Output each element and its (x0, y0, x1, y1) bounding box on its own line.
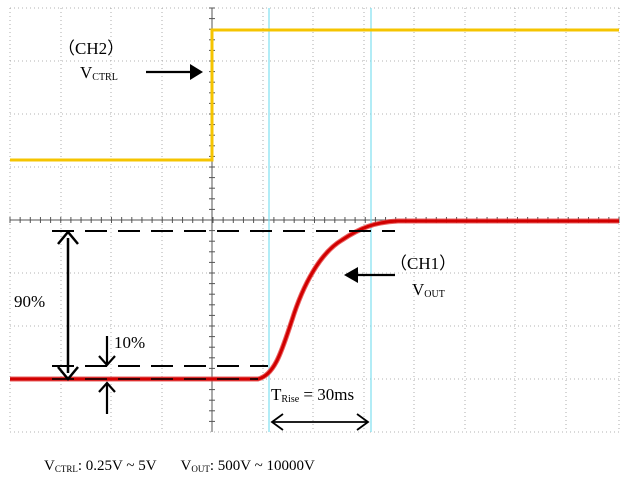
span-10-arrowhead-down (98, 355, 116, 367)
ch2-signal-label: VCTRL (80, 64, 118, 83)
range-footer: VCTRL: 0.25V ~ 5V VOUT: 500V ~ 10000V (44, 458, 315, 475)
footer-out-main: V (180, 458, 192, 474)
ch1-signal-main: V (412, 280, 425, 299)
span-90-arrowhead-bottom (57, 366, 79, 381)
ch1-signal-sub: OUT (424, 289, 445, 300)
footer-out-sub: OUT (191, 464, 210, 474)
footer-ctrl-main: V (44, 458, 55, 474)
rise-time-arrowhead-right (356, 413, 370, 431)
rise-time-sub: Rise (281, 394, 300, 405)
ch2-channel-label: （CH2） (58, 39, 125, 58)
ch2-signal-main: V (80, 63, 93, 82)
footer-out-range: : 500V ~ 10000V (209, 458, 315, 474)
vout-pointer-arrowhead (344, 267, 358, 283)
span-10-arrowhead-up (98, 381, 116, 393)
ch1-vout-trace-band (10, 218, 619, 382)
rise-time-main: T (271, 385, 282, 404)
rise-time-value: = 30ms (299, 385, 355, 404)
footer-ctrl-sub: CTRL (54, 464, 78, 474)
rise-time-label: TRise = 30ms (271, 386, 354, 405)
oscilloscope-display (9, 7, 620, 433)
ch1-signal-label: VOUT (412, 281, 445, 300)
level-10-label: 10% (114, 333, 146, 352)
span-90-arrowhead-top (57, 230, 79, 245)
level-90-label: 90% (14, 292, 46, 311)
vctrl-pointer-arrowhead (190, 64, 203, 80)
ch1-vout-trace (10, 219, 619, 381)
ch2-vctrl-trace (10, 28, 619, 162)
ch2-signal-sub: CTRL (92, 72, 118, 83)
ch1-channel-label: （CH1） (390, 254, 457, 273)
footer-ctrl-range: : 0.25V ~ 5V (77, 458, 157, 474)
rise-time-arrowhead-left (270, 413, 284, 431)
